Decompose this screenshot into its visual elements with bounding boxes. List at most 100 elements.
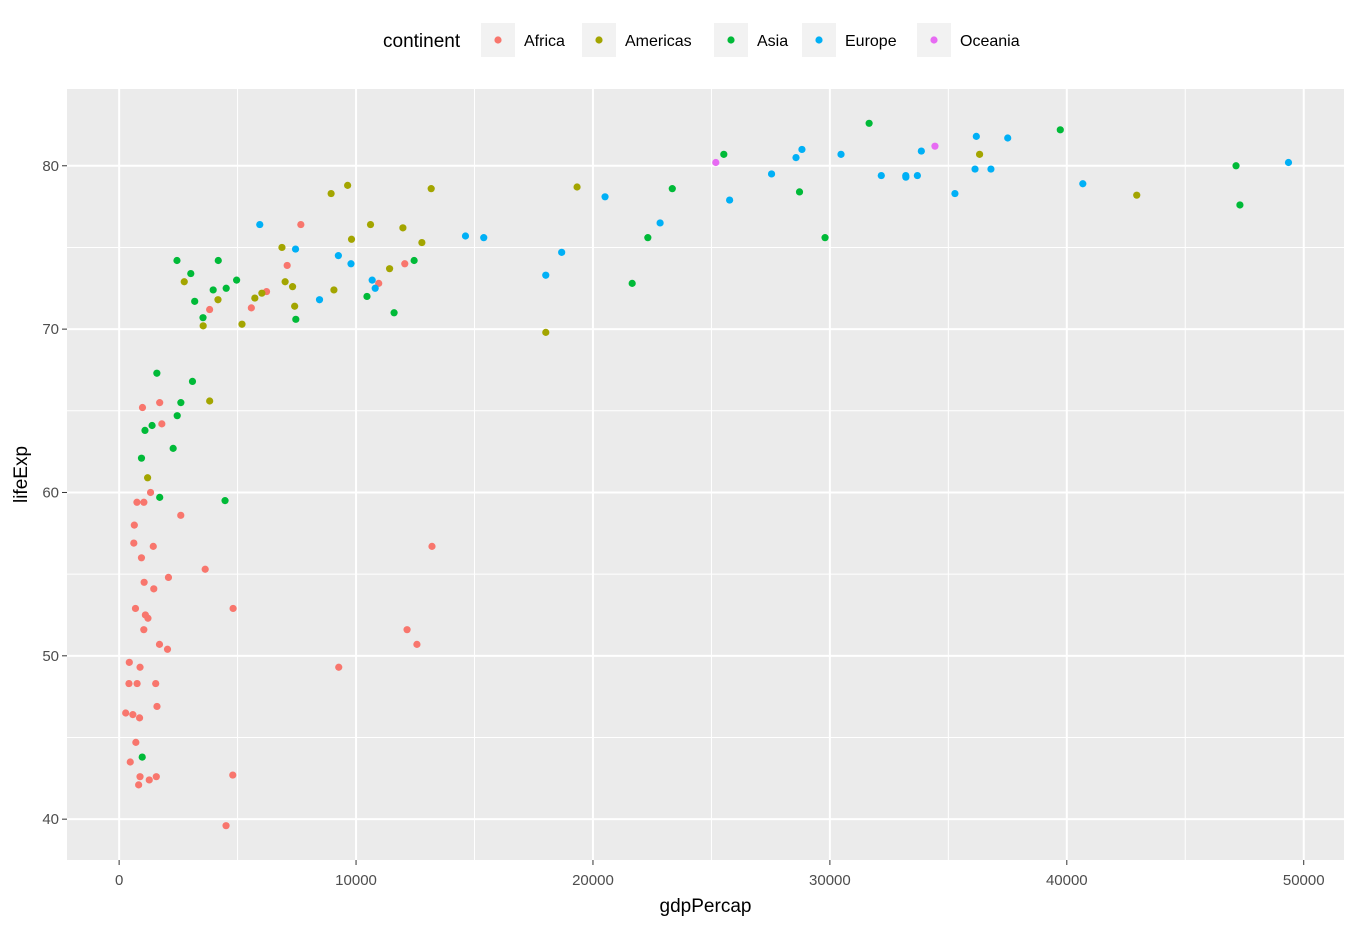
point-europe [798,145,806,154]
point-americas [258,289,266,297]
point-oceania [712,158,720,167]
point-americas [327,189,335,198]
point-africa [140,498,148,506]
y-tick-label: 70 [42,321,59,338]
point-europe [837,150,845,158]
legend-title: continent [383,31,461,52]
point-africa [152,679,160,688]
point-africa [229,604,237,613]
point-americas [288,283,297,291]
point-europe [315,296,324,304]
point-europe [902,171,910,180]
point-europe [917,147,925,155]
point-africa [413,640,421,648]
legend-items: Africa Americas Asia Europe Oceania [481,23,1020,57]
data-points [122,119,1293,830]
point-europe [792,154,800,162]
point-africa [132,738,140,746]
x-tick-label: 20000 [572,872,614,889]
point-africa [136,773,144,781]
point-europe [1004,134,1012,142]
x-axis-ticks: 0 10000 20000 30000 40000 50000 [115,860,1325,889]
point-africa [135,781,143,789]
point-europe [601,193,609,201]
point-europe [951,189,959,198]
point-europe [971,165,979,173]
point-africa [297,220,305,229]
point-americas [281,278,289,286]
point-africa [153,702,161,711]
point-europe [347,260,355,268]
point-americas [975,150,984,158]
point-africa [131,604,140,613]
point-europe [987,165,995,173]
point-africa [164,573,173,582]
point-africa [140,626,148,634]
point-americas [542,328,550,336]
legend-label-americas: Americas [625,33,692,50]
point-americas [347,235,356,243]
y-tick-label: 60 [42,484,59,501]
point-asia [1056,126,1064,134]
point-americas [144,474,152,482]
x-tick-label: 0 [115,872,123,889]
legend-marker-asia [727,36,735,44]
point-europe [1079,180,1087,188]
point-africa [130,521,138,529]
point-africa [129,711,137,719]
point-asia [173,412,181,420]
legend-marker-oceania [930,36,938,44]
point-europe [877,171,885,180]
legend-label-europe: Europe [845,33,897,50]
point-americas [427,185,435,193]
point-asia [177,399,185,407]
point-europe [461,232,470,240]
point-asia [628,279,636,287]
point-asia [187,269,195,278]
point-americas [291,302,299,310]
point-asia [141,426,149,434]
point-europe [334,252,342,260]
point-americas [344,181,352,189]
point-asia [156,493,164,501]
legend-marker-americas [595,36,603,44]
point-africa [150,585,158,593]
point-asia [209,286,217,294]
point-americas [251,294,259,302]
point-americas [573,183,581,191]
legend-label-asia: Asia [757,33,788,50]
y-axis-ticks: 40 50 60 70 80 [42,158,67,828]
point-americas [278,243,286,252]
point-africa [428,542,436,550]
x-tick-label: 10000 [335,872,377,889]
point-africa [403,626,411,634]
y-tick-label: 50 [42,648,59,665]
point-europe [767,170,776,178]
point-asia [153,369,161,377]
point-asia [214,256,222,265]
x-tick-label: 30000 [809,872,851,889]
point-europe [542,271,550,279]
point-asia [821,234,829,242]
point-africa [125,679,133,688]
point-asia [390,309,398,317]
point-africa [135,714,144,722]
point-africa [156,399,164,407]
y-axis-title: lifeExp [11,446,32,503]
point-europe [726,196,734,204]
point-americas [199,322,207,330]
point-americas [206,397,214,405]
point-asia [363,292,371,301]
point-asia [169,444,177,452]
x-tick-label: 50000 [1283,872,1325,889]
point-africa [206,305,214,314]
point-africa [122,709,130,717]
y-tick-label: 80 [42,158,59,175]
point-africa [146,488,155,497]
point-asia [410,256,418,265]
point-asia [148,421,156,430]
point-europe [1284,158,1293,167]
point-africa [137,554,146,562]
point-africa [283,261,291,270]
